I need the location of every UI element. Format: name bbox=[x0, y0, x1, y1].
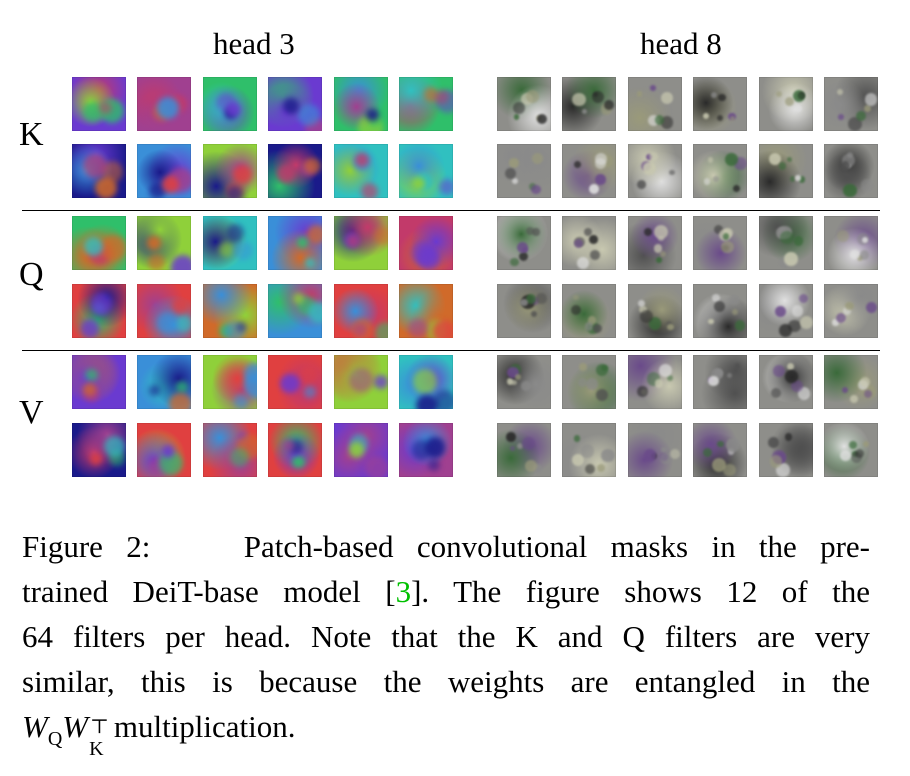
separator-q-v bbox=[22, 350, 880, 351]
filter-tile-head8-v-3 bbox=[628, 355, 682, 409]
filter-tile-head8-q-3 bbox=[628, 216, 682, 270]
filter-tile-head3-v-3 bbox=[203, 355, 257, 409]
filter-tile-head8-q-7 bbox=[497, 284, 551, 338]
math-expression: WQW ⊤ K bbox=[22, 709, 109, 760]
filter-tile-head3-v-6 bbox=[399, 355, 453, 409]
filter-tile-head3-q-7 bbox=[72, 284, 126, 338]
filter-tile-head3-q-1 bbox=[72, 216, 126, 270]
filter-tile-head8-v-7 bbox=[497, 423, 551, 477]
filter-tile-head3-q-3 bbox=[203, 216, 257, 270]
caption-line-5: WQW ⊤ K multiplication. bbox=[22, 709, 296, 760]
filter-tile-head8-q-12 bbox=[824, 284, 878, 338]
filter-tile-head8-q-1 bbox=[497, 216, 551, 270]
filter-tile-head3-k-12 bbox=[399, 144, 453, 198]
filter-tile-head3-v-7 bbox=[72, 423, 126, 477]
filter-tile-head8-k-6 bbox=[824, 77, 878, 131]
caption-line-1: Figure 2: Patch-based convolutional mask… bbox=[22, 529, 871, 564]
filter-tile-head3-v-1 bbox=[72, 355, 126, 409]
filter-tile-head3-v-9 bbox=[203, 423, 257, 477]
filter-tile-head3-v-8 bbox=[137, 423, 191, 477]
row-label-q: Q bbox=[19, 256, 44, 293]
filter-tile-head3-q-2 bbox=[137, 216, 191, 270]
filter-tile-head8-v-8 bbox=[562, 423, 616, 477]
filter-tile-head3-v-4 bbox=[268, 355, 322, 409]
filter-tile-head3-k-4 bbox=[268, 77, 322, 131]
filter-tile-head8-k-10 bbox=[693, 144, 747, 198]
citation-link[interactable]: 3 bbox=[395, 574, 412, 609]
filter-tile-head8-v-1 bbox=[497, 355, 551, 409]
filter-tile-head3-k-2 bbox=[137, 77, 191, 131]
filter-tile-head8-k-5 bbox=[759, 77, 813, 131]
filter-tile-head3-q-8 bbox=[137, 284, 191, 338]
filter-tile-head3-k-10 bbox=[268, 144, 322, 198]
filter-tile-head8-k-1 bbox=[497, 77, 551, 131]
filter-tile-head8-v-4 bbox=[693, 355, 747, 409]
filter-tile-head3-k-7 bbox=[72, 144, 126, 198]
filter-tile-head3-k-5 bbox=[334, 77, 388, 131]
filter-tile-head8-v-6 bbox=[824, 355, 878, 409]
filter-tile-head8-q-2 bbox=[562, 216, 616, 270]
filter-tile-head8-v-9 bbox=[628, 423, 682, 477]
separator-k-q bbox=[22, 210, 880, 211]
filter-tile-head8-k-8 bbox=[562, 144, 616, 198]
head-3-label: head 3 bbox=[213, 26, 295, 61]
filter-tile-head8-q-9 bbox=[628, 284, 682, 338]
filter-tile-head8-k-9 bbox=[628, 144, 682, 198]
figure-caption: Figure 2: Patch-based convolutional mask… bbox=[22, 524, 871, 760]
filter-tile-head3-k-6 bbox=[399, 77, 453, 131]
filter-tile-head3-k-9 bbox=[203, 144, 257, 198]
filter-tile-head8-k-4 bbox=[693, 77, 747, 131]
filter-tile-head3-q-5 bbox=[334, 216, 388, 270]
filter-tile-head8-q-6 bbox=[824, 216, 878, 270]
filter-tile-head3-k-3 bbox=[203, 77, 257, 131]
filter-tile-head8-v-2 bbox=[562, 355, 616, 409]
filter-tile-head8-q-4 bbox=[693, 216, 747, 270]
filter-tile-head3-k-11 bbox=[334, 144, 388, 198]
caption-line-3: 64 filters per head. Note that the K and… bbox=[22, 619, 870, 654]
filter-tile-head8-k-7 bbox=[497, 144, 551, 198]
filter-tile-head3-v-11 bbox=[334, 423, 388, 477]
filter-tile-head8-v-12 bbox=[824, 423, 878, 477]
filter-tile-head8-v-5 bbox=[759, 355, 813, 409]
filter-tile-head3-q-4 bbox=[268, 216, 322, 270]
filter-tile-head3-q-6 bbox=[399, 216, 453, 270]
filter-tile-head8-v-11 bbox=[759, 423, 813, 477]
filter-tile-head3-q-10 bbox=[268, 284, 322, 338]
filter-tile-head8-k-3 bbox=[628, 77, 682, 131]
head-8-label: head 8 bbox=[640, 26, 722, 61]
filter-tile-head3-q-9 bbox=[203, 284, 257, 338]
filter-tile-head8-v-10 bbox=[693, 423, 747, 477]
filter-tile-head8-q-8 bbox=[562, 284, 616, 338]
filter-tile-head3-v-2 bbox=[137, 355, 191, 409]
filter-tile-head8-k-2 bbox=[562, 77, 616, 131]
row-label-v: V bbox=[19, 394, 44, 431]
filter-tile-head8-k-12 bbox=[824, 144, 878, 198]
caption-line-4: similar, this is because the weights are… bbox=[22, 664, 870, 699]
filter-tile-head3-v-12 bbox=[399, 423, 453, 477]
filter-tile-head8-q-5 bbox=[759, 216, 813, 270]
filter-tile-head3-k-8 bbox=[137, 144, 191, 198]
filter-tile-head3-k-1 bbox=[72, 77, 126, 131]
filter-tile-head8-q-11 bbox=[759, 284, 813, 338]
caption-label: Figure 2: bbox=[22, 529, 151, 564]
filter-tile-head8-q-10 bbox=[693, 284, 747, 338]
caption-line-2: trained DeiT-base model [3]. The figure … bbox=[22, 574, 870, 609]
filter-tile-head3-v-10 bbox=[268, 423, 322, 477]
filter-tile-head3-v-5 bbox=[334, 355, 388, 409]
filter-tile-head3-q-11 bbox=[334, 284, 388, 338]
filter-tile-head8-k-11 bbox=[759, 144, 813, 198]
filter-tile-head3-q-12 bbox=[399, 284, 453, 338]
row-label-k: K bbox=[19, 116, 44, 153]
